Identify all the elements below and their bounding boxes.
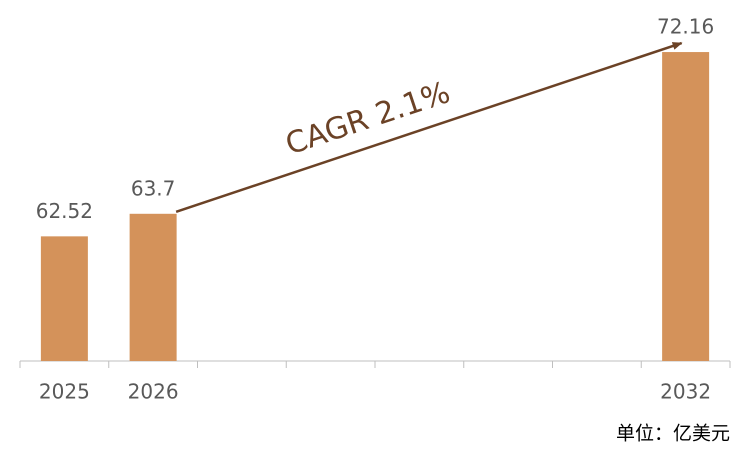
unit-label: 单位：亿美元 bbox=[616, 423, 730, 445]
cagr-arrow bbox=[175, 41, 683, 213]
x-tick-label: 2026 bbox=[128, 380, 179, 404]
bar bbox=[40, 236, 88, 361]
data-label: 62.52 bbox=[36, 199, 93, 223]
data-label: 72.16 bbox=[657, 15, 714, 39]
x-tick-label: 2032 bbox=[660, 380, 711, 404]
data-label: 63.7 bbox=[131, 176, 176, 200]
bar bbox=[662, 52, 710, 361]
cagr-annotation: CAGR 2.1% bbox=[281, 75, 454, 162]
bar bbox=[129, 213, 177, 361]
x-tick-label: 2025 bbox=[39, 380, 90, 404]
